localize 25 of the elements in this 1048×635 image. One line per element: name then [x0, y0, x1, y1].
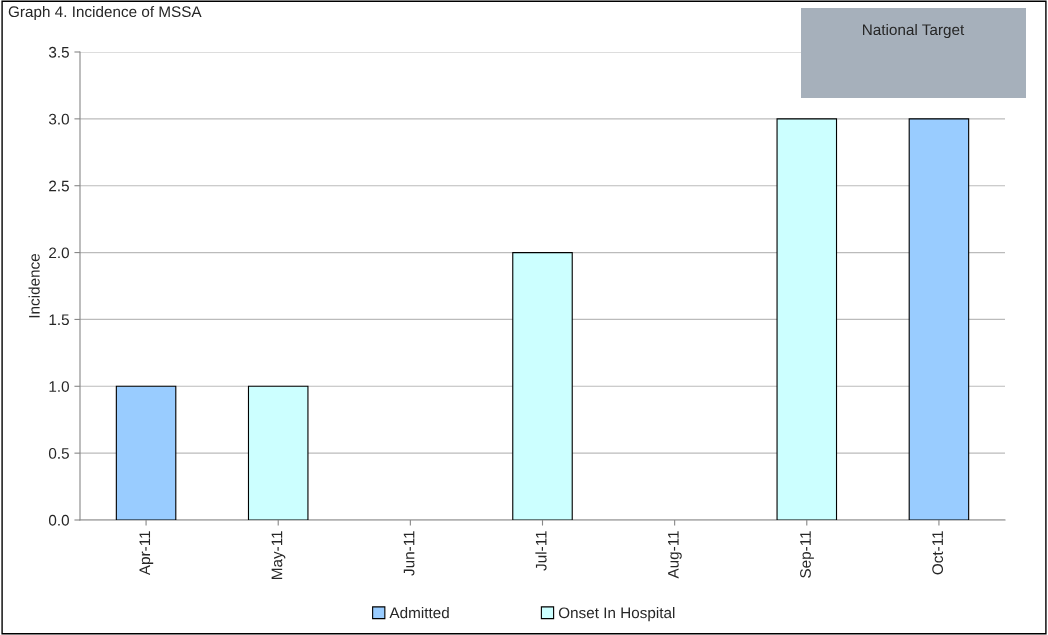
x-tick-label: Sep-11 — [800, 531, 814, 578]
bar — [115, 385, 177, 520]
x-tick-label: May-11 — [271, 531, 286, 579]
x-tick-label: Aug-11 — [668, 531, 682, 579]
y-tick-label: 3.5 — [48, 46, 69, 58]
bar — [776, 118, 838, 520]
y-axis-title: Incidence — [28, 253, 40, 318]
y-tick-label: 2.5 — [49, 180, 69, 192]
x-tick-label: Oct-11 — [932, 531, 944, 575]
legend-label: Admitted — [389, 607, 449, 619]
x-tick-label: Jul-11 — [535, 531, 547, 571]
x-tick-label: Apr-11 — [139, 531, 154, 576]
bar — [512, 252, 573, 520]
bar — [247, 385, 309, 520]
y-tick-label: 0.5 — [48, 448, 69, 459]
y-tick-label: 1.0 — [49, 381, 69, 392]
bar — [908, 118, 970, 520]
text: National Target — [863, 23, 965, 39]
chart-title: Graph 4. Incidence of MSSA — [8, 5, 202, 21]
y-tick-label: 1.5 — [49, 314, 69, 326]
y-tick-label: 3.0 — [48, 113, 69, 125]
x-tick-label: Jun-11 — [403, 531, 415, 576]
legend-label: Onset In Hospital — [558, 607, 675, 622]
y-tick-label: 0.0 — [48, 514, 69, 526]
y-tick-label: 2.0 — [49, 247, 69, 259]
